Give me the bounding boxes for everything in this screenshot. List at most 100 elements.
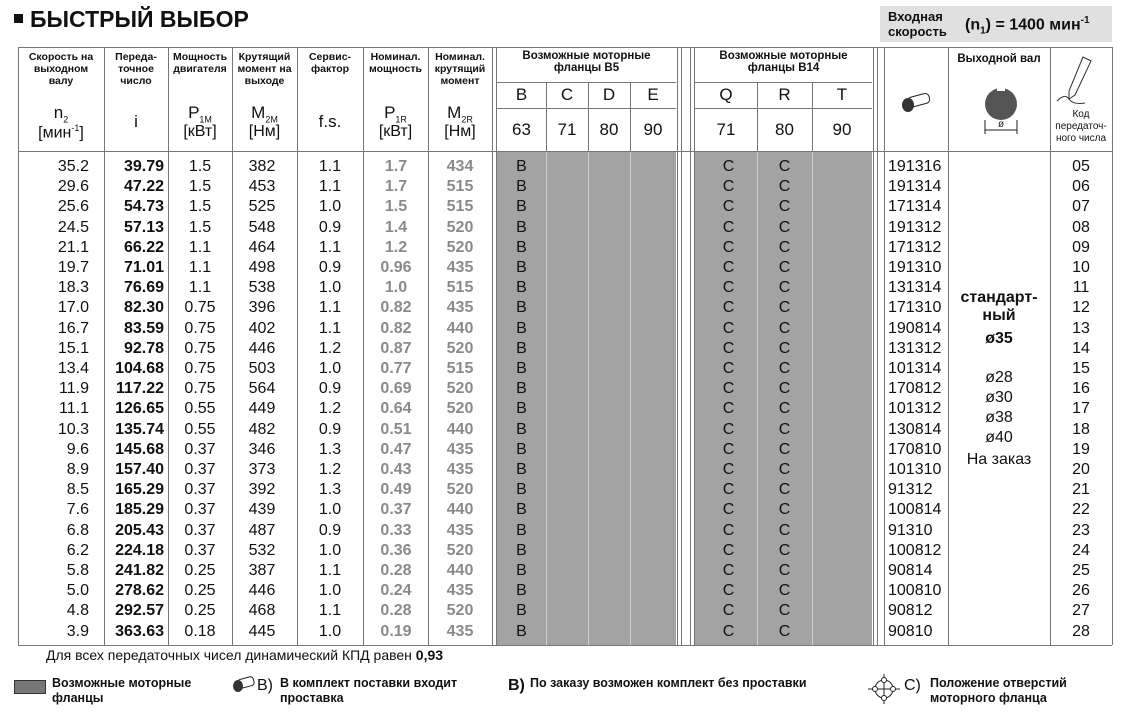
table-cell: 515 bbox=[446, 178, 474, 196]
table-cell: 0.75 bbox=[184, 299, 216, 317]
symbol: M bbox=[447, 103, 462, 122]
input-speed-symbol: (n bbox=[965, 16, 981, 34]
column-unit: [мин-1] bbox=[18, 123, 104, 142]
table-cell: 1.4 bbox=[384, 218, 408, 236]
footnote-text: Для всех передаточных чисел динамический… bbox=[46, 647, 412, 663]
column-label: Номинал. bbox=[435, 51, 485, 63]
table-cell: C bbox=[778, 218, 791, 236]
table-cell: 1.0 bbox=[318, 360, 342, 377]
table-bottom bbox=[18, 645, 1112, 646]
table-cell: 76.69 bbox=[123, 279, 164, 297]
table-cell: B bbox=[516, 622, 527, 640]
column-unit: [кВт] bbox=[363, 123, 428, 141]
table-cell: C bbox=[722, 218, 735, 236]
legend-text: моторного фланца bbox=[930, 691, 1047, 705]
shade-divider bbox=[812, 152, 813, 645]
table-cell: 0.9 bbox=[318, 218, 342, 236]
table-cell: 1.7 bbox=[384, 178, 408, 196]
column-line bbox=[428, 47, 429, 645]
flange-letter: Q bbox=[719, 85, 733, 104]
table-cell: 434 bbox=[446, 158, 474, 175]
flange-size: 80 bbox=[775, 120, 794, 139]
column-symbol: M2R bbox=[428, 103, 492, 124]
table-cell: 1.1 bbox=[318, 178, 342, 196]
footnote-value: 0,93 bbox=[415, 647, 444, 663]
symbol: P bbox=[188, 103, 200, 122]
flange-shade bbox=[695, 152, 872, 645]
table-cell: 91312 bbox=[888, 481, 933, 499]
symbol: n bbox=[53, 103, 64, 122]
input-speed-box bbox=[880, 6, 1112, 42]
flange-letter: R bbox=[778, 85, 791, 104]
table-cell: 0.64 bbox=[380, 400, 412, 418]
table-cell: 13 bbox=[1072, 319, 1090, 337]
shaft-standard: стандарт- bbox=[960, 289, 1038, 306]
table-cell: 1.1 bbox=[188, 259, 212, 276]
table-cell: B bbox=[516, 461, 527, 478]
footnote: Для всех передаточных чисел динамический… bbox=[46, 647, 443, 663]
table-cell: 468 bbox=[248, 602, 276, 620]
table-cell: C bbox=[722, 158, 735, 175]
column-label: двигателя bbox=[173, 63, 227, 75]
table-cell: 0.9 bbox=[318, 259, 342, 276]
legend-text: Положение отверстий bbox=[930, 676, 1067, 690]
flange-divider bbox=[812, 82, 813, 151]
table-cell: C bbox=[778, 501, 791, 519]
table-cell: 131312 bbox=[888, 339, 942, 357]
table-cell: 101310 bbox=[888, 461, 942, 478]
table-cell: 35.2 bbox=[57, 158, 89, 175]
table-cell: 145.68 bbox=[115, 440, 164, 458]
table-cell: 532 bbox=[248, 541, 276, 559]
table-cell: C bbox=[722, 380, 735, 398]
column-line bbox=[1050, 47, 1051, 645]
table-cell: 24.5 bbox=[57, 218, 89, 236]
table-cell: 10 bbox=[1072, 259, 1090, 276]
table-cell: 47.22 bbox=[123, 178, 164, 196]
table-cell: 1.0 bbox=[318, 582, 342, 600]
flange-line bbox=[695, 108, 872, 109]
title: БЫСТРЫЙ ВЫБОР bbox=[30, 6, 249, 32]
column-unit: [кВт] bbox=[168, 123, 232, 141]
shade-divider bbox=[546, 152, 547, 645]
table-cell: 07 bbox=[1072, 198, 1090, 216]
table-cell: 1.0 bbox=[318, 541, 342, 559]
table-cell: C bbox=[722, 420, 735, 438]
column-label: Номинал. bbox=[370, 51, 421, 63]
table-cell: C bbox=[722, 279, 735, 297]
legend-symbol: B) bbox=[257, 677, 273, 694]
table-cell: 520 bbox=[446, 400, 474, 418]
column-symbol: M2M bbox=[232, 103, 297, 124]
table-cell: 21 bbox=[1072, 481, 1090, 499]
legend-flange-icon bbox=[868, 674, 900, 704]
table-cell: 170812 bbox=[888, 380, 942, 398]
table-cell: 439 bbox=[248, 501, 276, 519]
legend-symbol: C) bbox=[904, 677, 921, 694]
table-cell: 171312 bbox=[888, 238, 942, 256]
table-cell: 3.9 bbox=[66, 622, 89, 640]
table-cell: 4.8 bbox=[66, 602, 89, 620]
table-cell: C bbox=[778, 299, 791, 317]
table-cell: 0.37 bbox=[184, 461, 216, 478]
symbol-sub: 1R bbox=[395, 114, 407, 125]
table-cell: 0.43 bbox=[380, 461, 412, 478]
table-cell: 0.24 bbox=[380, 582, 412, 600]
column-label: число bbox=[120, 75, 152, 87]
table-cell: 16.7 bbox=[57, 319, 89, 337]
flange-title: Возможные моторные bbox=[719, 50, 848, 62]
table-cell: 449 bbox=[248, 400, 276, 418]
table-cell: C bbox=[778, 481, 791, 499]
table-cell: 8.5 bbox=[66, 481, 89, 499]
flange-letter: B bbox=[515, 85, 528, 104]
table-cell: 0.37 bbox=[184, 521, 216, 539]
table-cell: 464 bbox=[248, 238, 276, 256]
table-cell: 515 bbox=[446, 279, 474, 297]
table-cell: 0.37 bbox=[184, 501, 216, 519]
table-cell: 101312 bbox=[888, 400, 942, 418]
column-line bbox=[690, 47, 691, 645]
legend-text: Возможные моторные bbox=[52, 676, 192, 690]
table-cell: C bbox=[778, 582, 791, 600]
table-cell: 435 bbox=[446, 521, 474, 539]
table-cell: 440 bbox=[446, 501, 474, 519]
table-cell: 165.29 bbox=[115, 481, 164, 499]
table-cell: C bbox=[722, 602, 735, 620]
